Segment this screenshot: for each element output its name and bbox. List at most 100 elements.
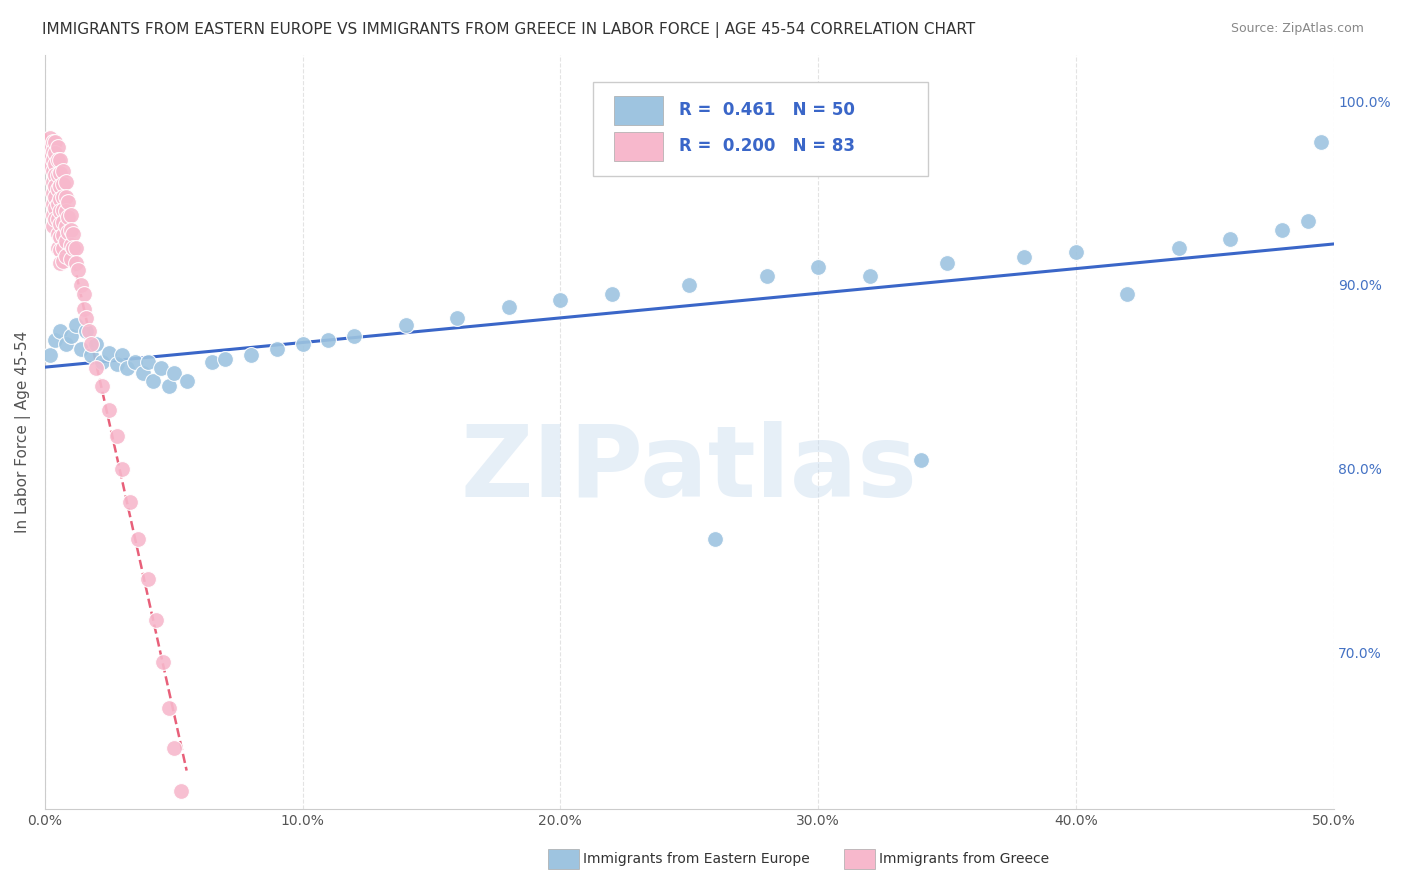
Point (46, 168, 69, 182)
Point (145, 613, 167, 627)
FancyBboxPatch shape (614, 95, 664, 125)
FancyBboxPatch shape (592, 81, 928, 176)
Point (1309, 135, 1331, 149)
Point (41, 164, 63, 178)
Point (163, 366, 186, 380)
Point (124, 355, 146, 369)
Point (56, 225, 79, 239)
Point (446, 311, 468, 326)
Point (1167, 241, 1189, 255)
Point (1271, 223, 1294, 237)
Point (55, 219, 77, 234)
Point (935, 256, 957, 270)
Point (62, 227, 84, 241)
Text: R =  0.200   N = 83: R = 0.200 N = 83 (679, 137, 855, 155)
Point (59, 223, 82, 237)
Point (52, 254, 75, 268)
Point (56, 210, 79, 224)
Point (49, 230, 72, 244)
Text: Immigrants from Greece: Immigrants from Greece (879, 852, 1049, 866)
Point (343, 329, 366, 343)
Point (41, 197, 63, 211)
Point (395, 318, 418, 333)
Point (44, 201, 66, 215)
Point (59, 329, 82, 343)
Point (41, 144, 63, 158)
Point (1219, 232, 1241, 246)
Point (65, 241, 87, 255)
Point (44, 145, 66, 160)
Point (136, 572, 159, 586)
Point (132, 366, 155, 380)
Text: ZIPatlas: ZIPatlas (461, 421, 918, 518)
Point (266, 343, 288, 357)
Point (55, 190, 77, 204)
Point (52, 228, 75, 243)
Point (704, 532, 727, 546)
Point (52, 164, 75, 178)
Point (56, 195, 79, 210)
Point (39, 149, 62, 163)
Point (52, 190, 75, 204)
Point (1012, 251, 1035, 265)
Point (46, 211, 69, 226)
Point (142, 374, 165, 388)
Text: R =  0.461   N = 50: R = 0.461 N = 50 (679, 101, 855, 120)
Point (52, 241, 75, 255)
Point (49, 192, 72, 206)
Point (46, 227, 69, 241)
Point (55, 234, 77, 248)
Point (240, 348, 263, 362)
Point (136, 355, 159, 369)
Point (86, 336, 108, 351)
Point (46, 182, 69, 196)
Point (550, 293, 572, 307)
Point (46, 140, 69, 154)
Point (201, 355, 224, 369)
Point (46, 153, 69, 167)
Point (39, 159, 62, 173)
Point (41, 175, 63, 189)
Point (49, 178, 72, 193)
Text: IMMIGRANTS FROM EASTERN EUROPE VS IMMIGRANTS FROM GREECE IN LABOR FORCE | AGE 45: IMMIGRANTS FROM EASTERN EUROPE VS IMMIGR… (42, 22, 976, 38)
Point (67, 263, 90, 277)
Point (176, 374, 198, 388)
Point (41, 186, 63, 200)
Point (90, 355, 112, 369)
Point (49, 324, 72, 338)
Point (86, 360, 108, 375)
Point (157, 701, 180, 715)
Point (111, 462, 134, 476)
Point (59, 252, 82, 267)
Point (858, 268, 880, 283)
Point (163, 741, 186, 756)
Point (1296, 213, 1319, 227)
Point (75, 311, 97, 326)
Point (214, 351, 236, 366)
Point (170, 783, 193, 797)
Point (98, 403, 121, 417)
Point (49, 243, 72, 257)
Point (807, 260, 830, 274)
Point (46, 241, 69, 255)
Point (59, 237, 82, 252)
Point (105, 429, 128, 443)
Point (117, 360, 139, 375)
Point (41, 153, 63, 167)
Point (1064, 244, 1087, 259)
Point (90, 379, 112, 393)
Point (52, 202, 75, 217)
Point (127, 532, 149, 546)
Point (49, 204, 72, 219)
Point (72, 301, 94, 316)
Point (49, 153, 72, 167)
Point (70, 343, 93, 357)
Point (55, 175, 77, 189)
Point (44, 135, 66, 149)
Point (55, 249, 77, 263)
Point (149, 360, 172, 375)
Text: Immigrants from Eastern Europe: Immigrants from Eastern Europe (583, 852, 810, 866)
Point (55, 336, 77, 351)
Point (318, 333, 340, 347)
Point (498, 300, 520, 314)
